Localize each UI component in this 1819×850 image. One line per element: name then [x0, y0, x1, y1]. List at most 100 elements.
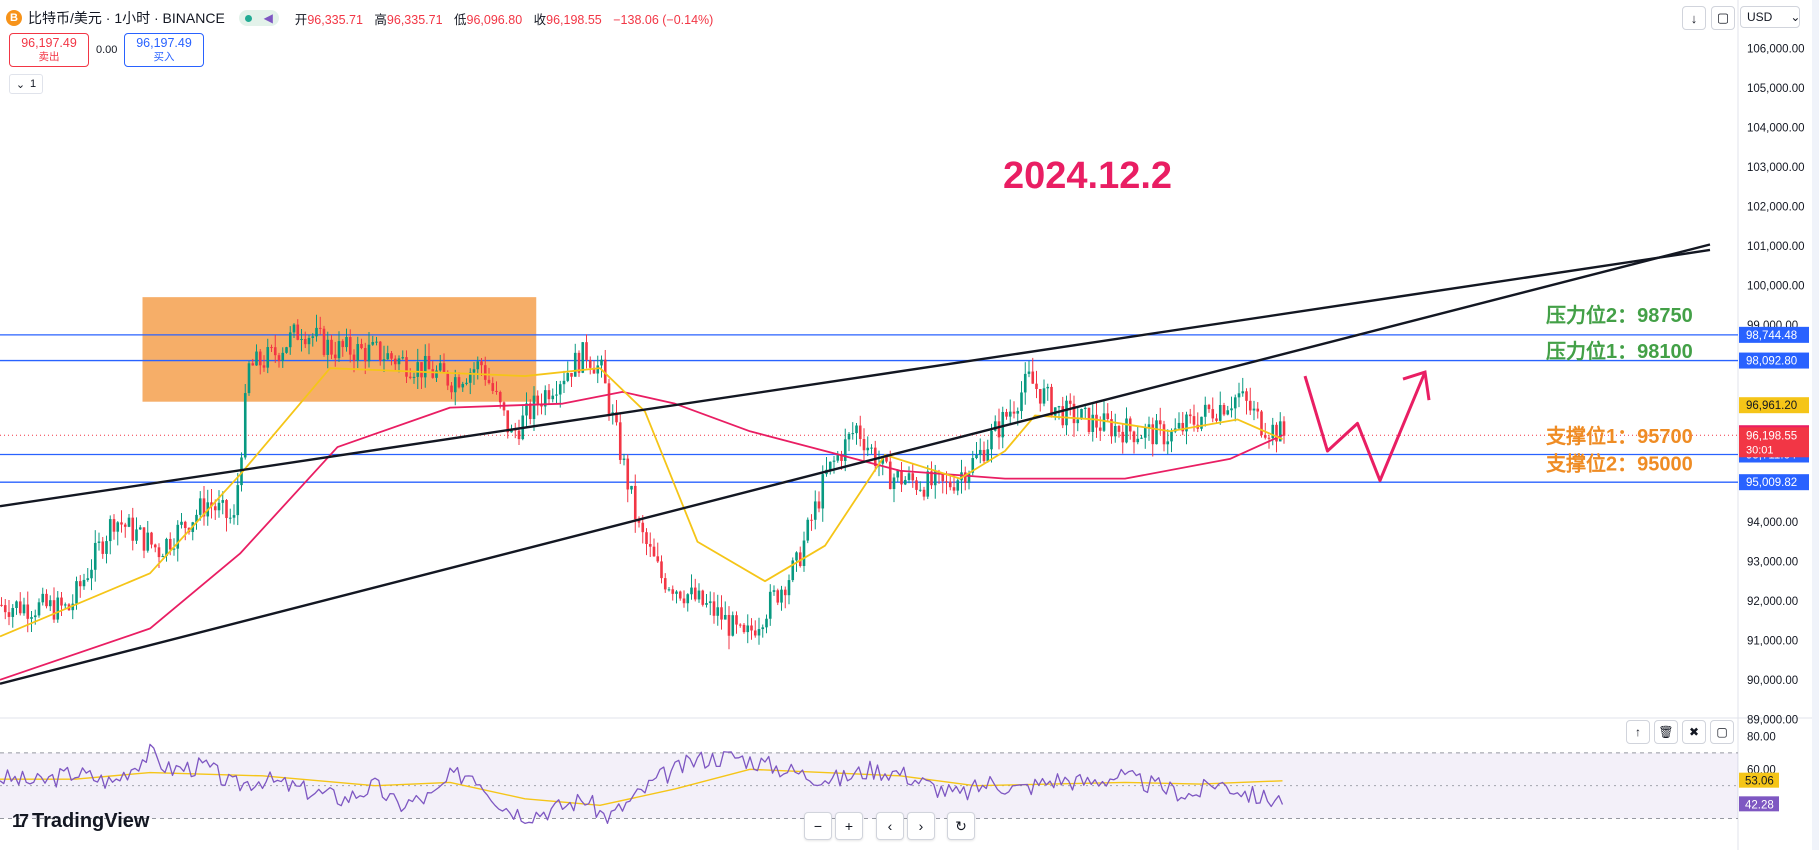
candle-body — [1106, 413, 1110, 420]
candle-body — [915, 480, 918, 490]
candle-body — [941, 474, 945, 482]
candle-body — [1252, 408, 1256, 411]
candle-body — [483, 365, 487, 380]
candle-body — [1027, 371, 1031, 374]
candle-body — [240, 457, 243, 486]
candle-body — [1020, 392, 1023, 412]
candle-body — [945, 481, 948, 483]
zoom-in-button[interactable]: + — [835, 812, 863, 840]
candle-body — [776, 590, 780, 603]
current-price-tag-bg — [1739, 427, 1809, 458]
candle-body — [738, 624, 742, 626]
candle-body — [648, 543, 652, 547]
y-tick-label: 92,000.00 — [1747, 596, 1798, 608]
candle-body — [667, 589, 671, 591]
candle-body — [1263, 435, 1267, 438]
candle-body — [772, 590, 776, 592]
candle-body — [210, 502, 213, 507]
buy-button[interactable]: 96,197.49 买入 — [124, 33, 204, 67]
candle-body — [806, 519, 810, 541]
fullscreen-button[interactable]: ▢ — [1711, 6, 1735, 30]
candle-body — [1226, 410, 1230, 415]
candle-body — [1113, 426, 1117, 437]
collapse-icon: ✖ — [1688, 725, 1700, 739]
candle-body — [798, 552, 802, 566]
candle-body — [1072, 403, 1076, 424]
pane-maximize-button[interactable]: ▢ — [1710, 720, 1734, 744]
trash-icon: 🗑 — [1658, 725, 1674, 739]
candle-body — [1158, 420, 1162, 425]
candle-body — [93, 542, 97, 570]
scroll-left-button[interactable]: ‹ — [876, 812, 904, 840]
candle-body — [1211, 409, 1215, 419]
level-annotation: 支撑位2：95000 — [1546, 452, 1693, 476]
zoom-in-icon: + — [844, 818, 854, 834]
candle-body — [1267, 437, 1271, 439]
candle-body — [847, 433, 851, 440]
pane-delete-button[interactable]: 🗑 — [1654, 720, 1678, 744]
candle-body — [1121, 431, 1125, 443]
candle-body — [243, 393, 247, 458]
current-price-tag-countdown: 30:01 — [1746, 444, 1774, 456]
candle-body — [956, 480, 960, 491]
upper-channel-trendline — [0, 248, 1711, 508]
candle-body — [930, 471, 933, 486]
candle-body — [1222, 405, 1226, 415]
candle-body — [525, 403, 528, 416]
candle-body — [802, 540, 806, 566]
candle-body — [1248, 400, 1252, 411]
candle-body — [697, 590, 701, 600]
symbol-title[interactable]: 比特币/美元 · 1小时 · BINANCE — [28, 10, 225, 26]
candle-body — [828, 461, 832, 470]
visibility-toggle[interactable]: ◀ — [238, 10, 279, 26]
indicator-collapse-button[interactable]: ⌄ 1 — [9, 74, 43, 94]
zoom-out-button[interactable]: − — [804, 812, 832, 840]
candle-body — [795, 552, 798, 561]
currency-select[interactable]: USD ⌄ — [1740, 6, 1800, 28]
candle-body — [1061, 406, 1065, 426]
candle-body — [952, 487, 956, 491]
candle-body — [742, 624, 746, 633]
reset-chart-button[interactable]: ↻ — [947, 812, 975, 840]
scroll-right-button[interactable]: › — [907, 812, 935, 840]
candle-body — [356, 344, 360, 361]
sell-button[interactable]: 96,197.49 卖出 — [9, 33, 89, 67]
candle-body — [476, 361, 480, 370]
candle-body — [592, 367, 596, 374]
candle-body — [791, 560, 795, 581]
candle-body — [363, 348, 367, 362]
candle-body — [251, 363, 255, 366]
y-tick-label: 100,000.00 — [1747, 280, 1805, 292]
arrow-up-icon: ↑ — [1635, 725, 1641, 739]
candle-body — [33, 615, 37, 618]
candle-body — [120, 522, 123, 525]
tradingview-logo[interactable]: 17 TradingView — [12, 810, 149, 833]
candle-body — [990, 430, 993, 450]
candle-body — [1083, 407, 1087, 410]
candle-body — [1035, 383, 1038, 390]
candle-body — [836, 455, 840, 461]
candle-body — [101, 541, 105, 554]
rsi-ma-tag: 53.06 — [1745, 776, 1774, 788]
candle-body — [52, 600, 56, 620]
candle-body — [135, 529, 138, 541]
level-price-tag-bg — [1739, 474, 1809, 491]
candle-body — [1162, 424, 1166, 445]
candle-body — [468, 372, 472, 383]
candle-body — [75, 581, 78, 604]
level-price-tag-bg — [1739, 352, 1809, 369]
share-icon[interactable]: ◀ — [263, 11, 273, 25]
candle-body — [993, 421, 997, 431]
candle-body — [412, 376, 416, 378]
candle-body — [116, 522, 120, 532]
ma-price-tag: 96,961.20 — [1746, 400, 1797, 412]
pane-move-up-button[interactable]: ↑ — [1626, 720, 1650, 744]
candle-body — [1117, 426, 1121, 432]
candle-body — [911, 473, 915, 481]
pane-collapse-button[interactable]: ✖ — [1682, 720, 1706, 744]
candle-body — [165, 538, 168, 557]
candle-body — [1110, 419, 1113, 437]
candle-body — [1278, 421, 1282, 442]
download-button[interactable]: ↓ — [1682, 6, 1706, 30]
